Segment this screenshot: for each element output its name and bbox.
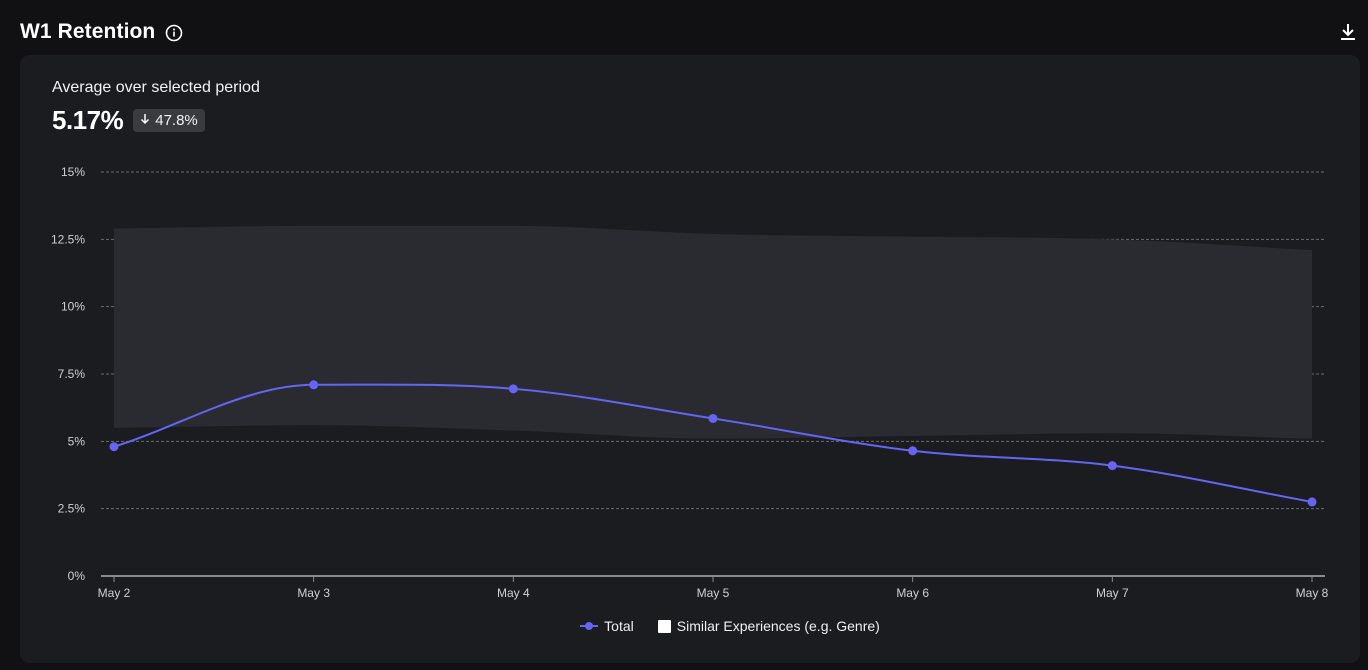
total-data-point[interactable] [908,446,918,456]
x-tick-label: May 7 [1096,586,1129,600]
download-icon[interactable] [1336,20,1360,44]
summary-row: 5.17% 47.8% [52,105,205,136]
y-tick-label: 10% [61,300,85,314]
y-tick-label: 0% [68,569,86,583]
summary-value: 5.17% [52,105,124,135]
legend-item-similar-experiences[interactable]: Similar Experiences (e.g. Genre) [657,618,880,634]
x-tick-label: May 4 [497,586,530,600]
x-tick-label: May 6 [896,586,929,600]
total-data-point[interactable] [309,380,319,390]
change-badge: 47.8% [133,109,205,132]
y-tick-label: 2.5% [58,502,86,516]
total-data-point[interactable] [708,413,718,423]
legend-label-total: Total [604,618,634,634]
change-value: 47.8% [155,112,198,129]
summary-label: Average over selected period [52,79,260,96]
chart-legend: Total Similar Experiences (e.g. Genre) [0,618,1368,634]
total-data-point[interactable] [109,442,119,452]
x-tick-label: May 8 [1296,586,1329,600]
legend-box-marker [657,619,671,633]
total-data-point[interactable] [508,384,518,394]
legend-label-similar-experiences: Similar Experiences (e.g. Genre) [676,618,880,634]
legend-item-total[interactable]: Total [580,618,634,634]
panel-title: W1 Retention [20,20,156,43]
retention-chart: 0% 2.5% 5% 7.5% 10% 12.5% 15% May 2 May 3 May 4 Ma… [51,165,1329,600]
y-tick-label: 7.5% [58,367,86,381]
total-data-point[interactable] [1107,461,1117,471]
legend-line-marker [580,621,599,631]
x-tick-label: May 5 [697,586,730,600]
x-tick-label: May 2 [98,586,131,600]
y-tick-label: 12.5% [51,232,85,246]
similar-experiences-band [114,225,1312,439]
total-data-point[interactable] [1307,497,1317,507]
y-tick-label: 15% [61,165,85,179]
panel-header: W1 Retention [20,16,183,48]
x-tick-label: May 3 [297,586,330,600]
y-tick-label: 5% [68,434,86,448]
info-circle-icon[interactable] [165,24,183,42]
arrow-down-icon [140,112,150,129]
